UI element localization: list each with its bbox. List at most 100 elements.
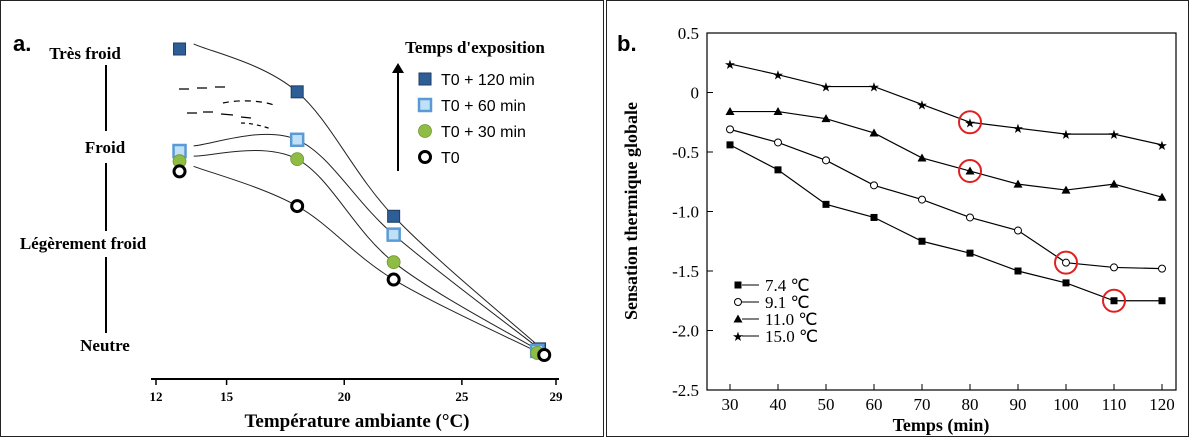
data-point: ★: [820, 80, 832, 95]
data-point: [1062, 279, 1070, 287]
y-tick-label: -2.0: [672, 322, 699, 341]
x-tick-label: 15: [220, 389, 234, 404]
data-point: [966, 249, 974, 257]
series-markers: ★ ★ ★ ★ ★ ★ ★ ★ ★ ★: [724, 57, 1168, 305]
highlight-circle: [1102, 288, 1126, 313]
legend-swatch: [418, 72, 432, 86]
ylevel-label: Légèrement froid: [20, 234, 147, 253]
series-line-1: [729, 128, 1163, 270]
panel-a-letter: a.: [13, 31, 31, 56]
x-axis-ticks: 12 15 20 25 29: [150, 379, 564, 404]
x-tick-label: 25: [455, 389, 469, 404]
curve-2: [193, 150, 540, 352]
legend-swatch: [418, 150, 432, 164]
data-point: [1062, 258, 1070, 267]
legend-marker: [734, 298, 742, 306]
ylevel-label: Froid: [85, 138, 126, 157]
legend: 7.4 ℃9.1 ℃11.0 ℃ ★ 15.0 ℃: [732, 276, 818, 346]
x-tick-label: 90: [1010, 395, 1027, 414]
data-point: [289, 132, 305, 148]
y-tick-label: -1.0: [672, 203, 699, 222]
y-tick-label: -0.5: [672, 143, 699, 162]
data-point: [290, 199, 305, 214]
data-point: [1158, 297, 1166, 305]
legend-label: T0 + 120 min: [441, 72, 535, 89]
curve-1: [193, 133, 540, 350]
data-point: [870, 213, 878, 221]
data-point: [773, 107, 783, 116]
legend-swatch: [418, 124, 432, 138]
data-point: [386, 255, 401, 270]
data-point: [821, 114, 831, 123]
legend: T0 + 120 min T0 + 60 min T0 + 30 min T0: [417, 72, 535, 167]
x-tick-label: 40: [770, 395, 787, 414]
data-point: ★: [916, 97, 928, 112]
data-point: ★: [1012, 121, 1024, 136]
data-point: [965, 166, 975, 175]
data-point: [726, 125, 734, 134]
x-tick-label: 70: [914, 395, 931, 414]
data-point: [726, 141, 734, 149]
legend-label: 11.0 ℃: [765, 310, 817, 329]
data-point: [290, 152, 305, 167]
curves-group: [193, 43, 540, 354]
highlight-circle: [958, 110, 982, 135]
x-tick-label: 120: [1149, 395, 1175, 414]
highlight-circle: [1054, 250, 1078, 275]
legend-label: T0 + 30 min: [441, 124, 526, 141]
legend-label: T0: [441, 150, 460, 167]
legend-label: 9.1 ℃: [765, 293, 810, 312]
data-point: [172, 164, 187, 179]
legend-label: T0 + 60 min: [441, 98, 526, 115]
data-point: [1110, 263, 1118, 272]
legend-title: Temps d'exposition: [405, 38, 545, 57]
highlight-circles: [958, 110, 1126, 313]
time-arrow-head: [392, 63, 404, 73]
chart-a-svg: a. Très froid Froid Légèrement froid Neu…: [13, 31, 564, 432]
series-line-2: [730, 110, 1163, 198]
data-point: [869, 128, 879, 137]
chart-b-svg: b. 0.5 0 -0.5 -1.0 -1.5 -2.0 -2.5 30 40 50 60 70 80…: [617, 24, 1177, 436]
data-point: [173, 42, 187, 56]
ylevel-label: Très froid: [49, 44, 121, 63]
ylevel-label: Neutre: [80, 336, 130, 355]
x-tick-label: 80: [962, 395, 979, 414]
y-tick-label: 0.5: [678, 24, 699, 43]
data-point: [290, 85, 304, 99]
markers-group: [172, 42, 552, 362]
x-axis-ticks: 30 40 50 60 70 80 90 100 110 120: [722, 384, 1175, 414]
data-point: [387, 209, 401, 223]
data-point: [774, 166, 782, 174]
data-point: [386, 272, 401, 287]
data-point: [1109, 179, 1119, 188]
data-point: [1061, 185, 1071, 194]
data-point: [918, 195, 926, 204]
data-point: [822, 200, 830, 208]
data-point: [1014, 226, 1022, 235]
x-tick-label: 60: [866, 395, 883, 414]
data-point: [918, 237, 926, 245]
data-point: ★: [1060, 127, 1072, 142]
x-tick-label: 50: [818, 395, 835, 414]
legend-marker: ★: [732, 329, 744, 344]
data-point: ★: [868, 80, 880, 95]
highlight-circle: [958, 159, 982, 184]
x-tick-label: 30: [722, 395, 739, 414]
x-axis-label: Température ambiante (°C): [244, 411, 469, 432]
y-tick-label: 0: [691, 84, 700, 103]
data-point: [774, 138, 782, 147]
x-tick-label: 29: [550, 389, 564, 404]
data-point: ★: [1156, 138, 1168, 153]
data-point: [1013, 179, 1023, 188]
data-point: [1110, 297, 1118, 305]
data-point: [966, 213, 974, 222]
legend-label: 7.4 ℃: [765, 276, 810, 295]
x-axis-label: Temps (min): [893, 415, 990, 436]
data-point: ★: [1108, 127, 1120, 142]
data-point: [822, 156, 830, 165]
y-tick-label: -2.5: [672, 381, 699, 400]
legend-label: 15.0 ℃: [765, 327, 818, 346]
data-point: [386, 227, 401, 242]
series-lines: [729, 63, 1163, 302]
